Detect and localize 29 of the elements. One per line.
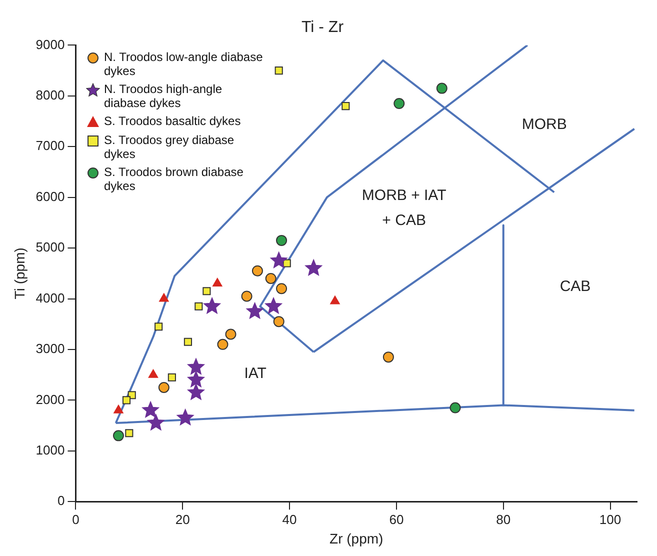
y-tick-label: 4000 (36, 290, 65, 306)
y-tick-label: 8000 (36, 87, 65, 102)
annotation: CAB (560, 278, 591, 296)
y-tick-label: 5000 (36, 240, 65, 255)
x-tick-label: 60 (389, 512, 404, 527)
legend-label: N. Troodos high-angle diabase dykes (104, 82, 224, 110)
x-tick-label: 80 (496, 512, 511, 527)
y-tick-label: 1000 (36, 442, 65, 458)
legend-label: S. Troodos basaltic dykes (104, 114, 242, 128)
y-tick-label: 2000 (36, 392, 65, 407)
y-tick-label: 6000 (36, 188, 65, 204)
annotation: + CAB (382, 212, 426, 230)
x-axis-title: Zr (ppm) (330, 530, 384, 546)
x-tick-label: 20 (175, 512, 190, 527)
y-tick-label: 7000 (36, 138, 65, 154)
y-tick-label: 0 (57, 493, 65, 508)
legend-label: S. Troodos grey diabase dykes (104, 133, 236, 161)
x-tick-label: 0 (72, 512, 80, 527)
annotation: MORB (522, 116, 567, 134)
legend-label: N. Troodos low-angle diabase dykes (104, 50, 264, 78)
legend-label: S. Troodos brown diabase dykes (104, 165, 244, 193)
x-tick-label: 100 (599, 512, 622, 527)
y-tick-label: 9000 (36, 36, 65, 52)
x-tick-label: 40 (282, 512, 297, 527)
y-tick-label: 3000 (36, 341, 65, 356)
chart-title: Ti - Zr (301, 19, 344, 36)
annotation: IAT (244, 364, 266, 382)
annotation: MORB + IAT (362, 186, 446, 204)
y-axis-title: Ti (ppm) (11, 248, 28, 300)
